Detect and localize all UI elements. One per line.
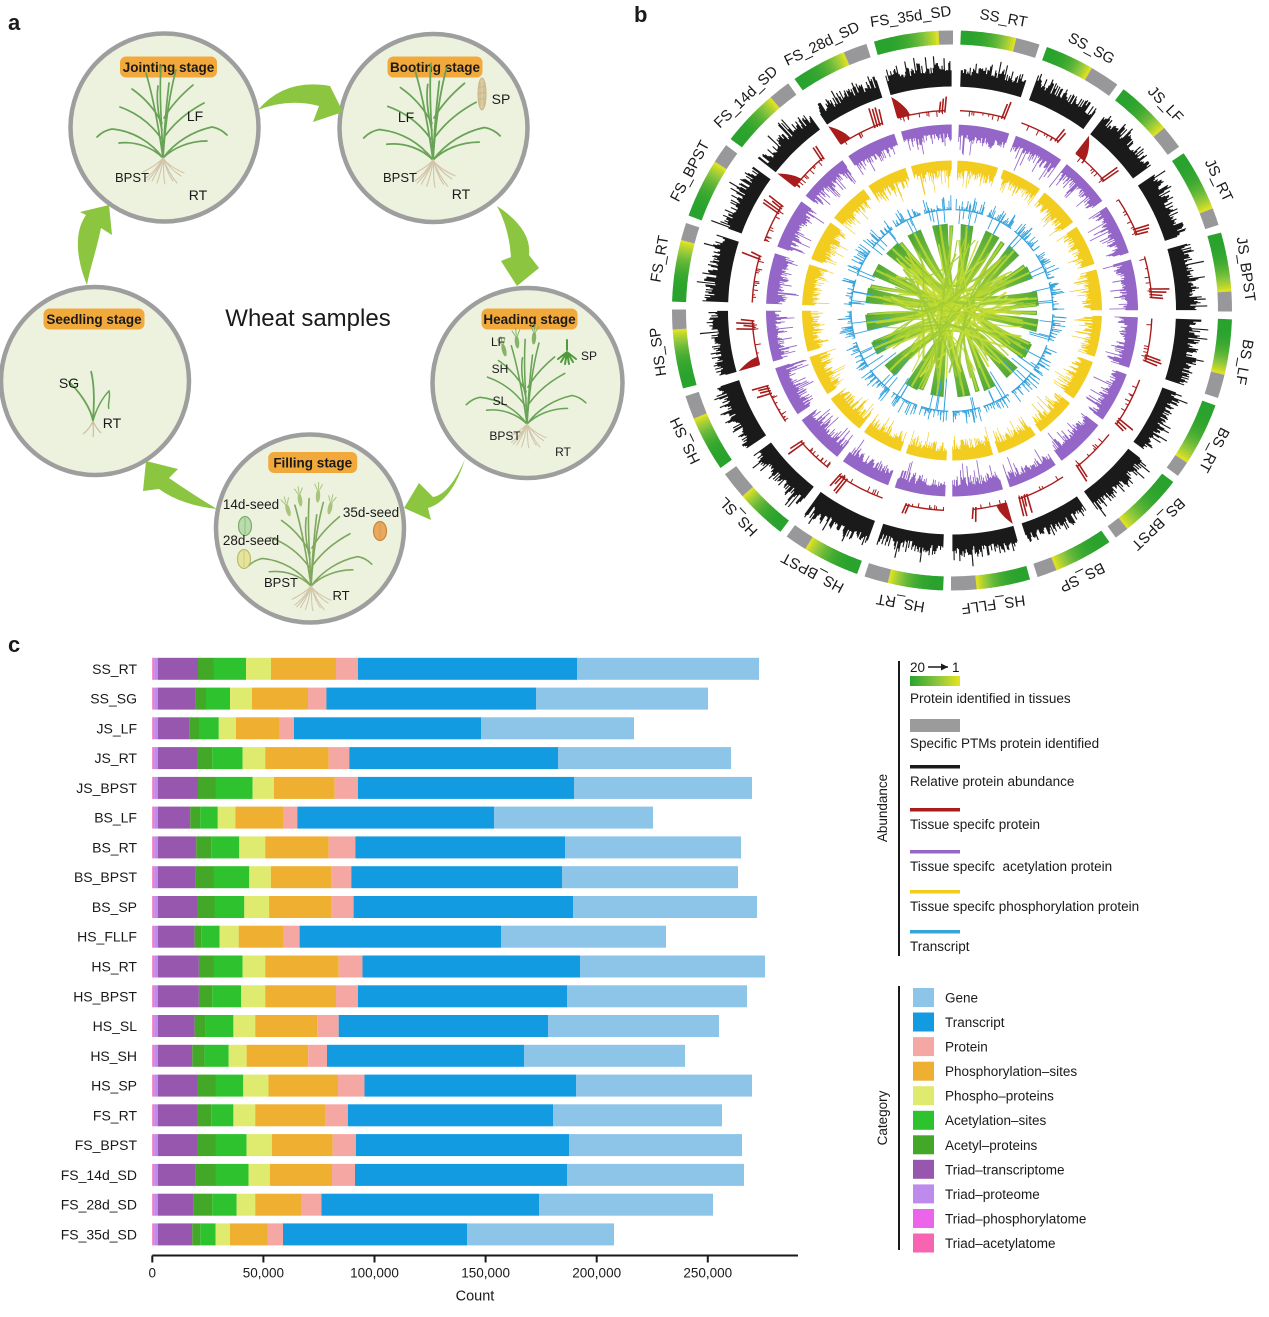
svg-text:100,000: 100,000	[350, 1266, 399, 1281]
svg-text:SG: SG	[59, 375, 79, 391]
svg-text:SP: SP	[581, 349, 597, 363]
svg-text:Abundance: Abundance	[875, 774, 890, 842]
svg-text:Triad–acetylatome: Triad–acetylatome	[945, 1236, 1056, 1251]
svg-text:SH: SH	[492, 362, 509, 376]
svg-text:BPST: BPST	[383, 170, 417, 185]
svg-text:HS_RT: HS_RT	[91, 959, 137, 975]
svg-text:Triad–transcriptome: Triad–transcriptome	[945, 1162, 1065, 1177]
svg-text:Triad–proteome: Triad–proteome	[945, 1187, 1040, 1202]
svg-text:Filling stage: Filling stage	[273, 456, 352, 471]
svg-text:BS_SP: BS_SP	[92, 899, 137, 915]
svg-text:JS_LF: JS_LF	[97, 720, 137, 736]
svg-text:SS_RT: SS_RT	[92, 661, 137, 677]
svg-text:HS_SL: HS_SL	[93, 1018, 138, 1034]
svg-text:35d-seed: 35d-seed	[343, 505, 399, 520]
svg-text:SS_SG: SS_SG	[90, 691, 137, 707]
svg-text:RT: RT	[452, 186, 471, 202]
svg-text:BS_RT: BS_RT	[92, 839, 137, 855]
svg-text:b: b	[634, 2, 647, 27]
svg-text:Acetylation–sites: Acetylation–sites	[945, 1113, 1047, 1128]
svg-text:SL: SL	[493, 394, 508, 408]
svg-text:FS_RT: FS_RT	[93, 1107, 138, 1123]
svg-text:14d-seed: 14d-seed	[223, 497, 279, 512]
svg-text:BS_BPST: BS_BPST	[74, 869, 137, 885]
svg-text:50,000: 50,000	[243, 1266, 284, 1281]
svg-text:1: 1	[952, 660, 960, 675]
svg-text:HS_SP: HS_SP	[647, 326, 671, 377]
svg-text:Count: Count	[456, 1289, 495, 1305]
svg-text:FS_28d_SD: FS_28d_SD	[61, 1197, 137, 1213]
svg-text:HS_FLLF: HS_FLLF	[77, 929, 137, 945]
svg-text:RT: RT	[332, 588, 349, 603]
svg-text:FS_14d_SD: FS_14d_SD	[61, 1167, 137, 1183]
svg-text:Category: Category	[875, 1090, 890, 1145]
svg-text:BPST: BPST	[115, 170, 149, 185]
svg-text:Gene: Gene	[945, 991, 978, 1006]
svg-text:RT: RT	[103, 415, 122, 431]
svg-text:SP: SP	[492, 91, 511, 107]
svg-text:LF: LF	[187, 108, 203, 124]
svg-text:Booting stage: Booting stage	[390, 60, 480, 75]
svg-text:150,000: 150,000	[461, 1266, 510, 1281]
svg-text:FS_BPST: FS_BPST	[75, 1137, 138, 1153]
svg-text:Wheat samples: Wheat samples	[225, 305, 390, 332]
svg-text:Jointing stage: Jointing stage	[123, 60, 215, 75]
svg-text:LF: LF	[491, 335, 505, 349]
svg-text:HS_BPST: HS_BPST	[73, 988, 137, 1004]
svg-text:JS_RT: JS_RT	[94, 750, 137, 766]
svg-text:Relative protein abundance: Relative protein abundance	[910, 774, 1074, 789]
svg-text:Transcript: Transcript	[910, 939, 970, 954]
svg-text:Seedling stage: Seedling stage	[46, 312, 142, 327]
svg-text:BPST: BPST	[264, 575, 298, 590]
svg-text:c: c	[8, 632, 20, 657]
svg-text:Triad–phosphorylatome: Triad–phosphorylatome	[945, 1212, 1086, 1227]
svg-text:Tissue specifc phosphorylation: Tissue specifc phosphorylation protein	[910, 899, 1139, 914]
svg-text:HS_SP: HS_SP	[91, 1078, 137, 1094]
svg-text:250,000: 250,000	[683, 1266, 732, 1281]
svg-text:Transcript: Transcript	[945, 1015, 1005, 1030]
svg-text:0: 0	[149, 1266, 157, 1281]
svg-text:Phospho–proteins: Phospho–proteins	[945, 1089, 1054, 1104]
svg-text:BS_LF: BS_LF	[94, 810, 137, 826]
svg-text:Phosphorylation–sites: Phosphorylation–sites	[945, 1064, 1077, 1079]
svg-text:Acetyl–proteins: Acetyl–proteins	[945, 1138, 1038, 1153]
svg-text:FS_35d_SD: FS_35d_SD	[61, 1226, 137, 1242]
svg-text:Tissue specifc protein: Tissue specifc protein	[910, 817, 1040, 832]
svg-text:JS_BPST: JS_BPST	[76, 780, 137, 796]
svg-text:Protein: Protein	[945, 1040, 988, 1055]
svg-text:a: a	[8, 10, 21, 35]
svg-text:Specific PTMs protein identifi: Specific PTMs protein identified	[910, 736, 1099, 751]
svg-text:Tissue specifc acetylation pr: Tissue specifc acetylation protein	[910, 859, 1112, 874]
svg-text:RT: RT	[555, 445, 571, 459]
svg-text:20: 20	[910, 660, 925, 675]
svg-text:HS_SH: HS_SH	[90, 1048, 137, 1064]
svg-text:28d-seed: 28d-seed	[223, 533, 279, 548]
svg-text:BPST: BPST	[489, 429, 521, 443]
svg-text:LF: LF	[398, 109, 414, 125]
svg-text:Protein identified in tissues: Protein identified in tissues	[910, 691, 1071, 706]
svg-text:RT: RT	[189, 187, 208, 203]
svg-text:Heading stage: Heading stage	[483, 312, 576, 327]
svg-text:200,000: 200,000	[572, 1266, 621, 1281]
